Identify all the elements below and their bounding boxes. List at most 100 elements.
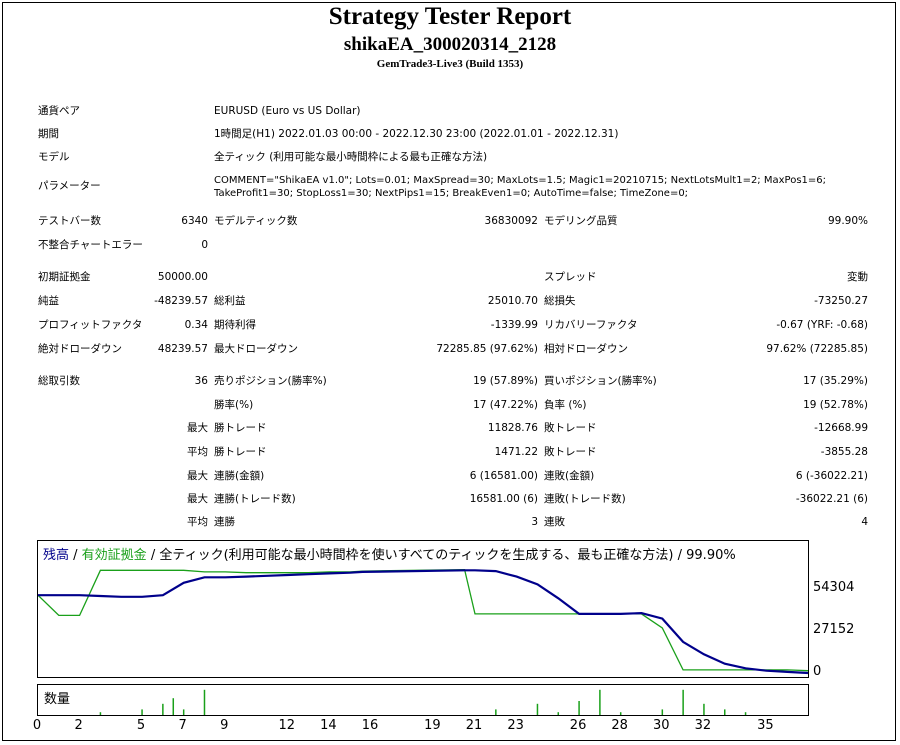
expected-payoff-value: -1339.99 bbox=[490, 319, 538, 331]
equity-line bbox=[38, 568, 808, 672]
x-tick-label: 16 bbox=[361, 718, 379, 733]
model-label: モデル bbox=[38, 151, 70, 163]
avg-win-value: 1471.22 bbox=[494, 446, 538, 458]
win-rate-value: 17 (47.22%) bbox=[473, 399, 538, 411]
report-subtitle: shikaEA_300020314_2128 bbox=[343, 34, 557, 55]
spread-label: スプレッド bbox=[544, 271, 597, 283]
max-win-label: 勝トレード bbox=[214, 422, 267, 434]
mismatch-label: 不整合チャートエラー bbox=[38, 239, 143, 251]
legend-equity: 有効証拠金 bbox=[81, 548, 147, 563]
gross-loss-value: -73250.27 bbox=[814, 295, 868, 307]
legend-sep-1: / bbox=[69, 548, 82, 563]
win-rate-label: 勝率(%) bbox=[214, 399, 254, 411]
recovery-factor-label: リカバリーファクタ bbox=[544, 319, 638, 331]
server-name: GemTrade3-Live3 (Build 1353) bbox=[376, 58, 524, 70]
x-tick-label: 30 bbox=[653, 718, 670, 733]
period-value: 1時間足(H1) 2022.01.03 00:00 - 2022.12.30 2… bbox=[214, 128, 619, 140]
avg-cons-win-label: 連勝 bbox=[214, 516, 235, 528]
x-tick-label: 7 bbox=[178, 718, 187, 733]
x-tick-label: 12 bbox=[278, 718, 295, 733]
y-tick-label: 54304 bbox=[813, 579, 855, 595]
abs-drawdown-label: 絶対ドローダウン bbox=[38, 343, 122, 355]
volume-label: 数量 bbox=[44, 692, 71, 707]
volume-chart: 数量 bbox=[37, 684, 809, 716]
y-tick-label: 27152 bbox=[813, 621, 855, 637]
symbol-value: EURUSD (Euro vs US Dollar) bbox=[214, 105, 361, 117]
bars-value: 6340 bbox=[181, 215, 208, 227]
avg-cons-win-value: 3 bbox=[531, 516, 538, 528]
x-tick-label: 32 bbox=[694, 718, 712, 733]
cons-win-count-label: 連勝(トレード数) bbox=[214, 493, 296, 505]
period-label: 期間 bbox=[38, 128, 59, 140]
cons-loss-count-label: 連敗(トレード数) bbox=[544, 493, 626, 505]
gross-profit-value: 25010.70 bbox=[487, 295, 538, 307]
total-trades-label: 総取引数 bbox=[38, 375, 80, 387]
net-profit-label: 純益 bbox=[38, 295, 59, 307]
y-tick-label: 0 bbox=[813, 664, 822, 679]
avg-loss-value: -3855.28 bbox=[820, 446, 868, 458]
quality-label: モデリング品質 bbox=[544, 215, 618, 227]
net-profit-value: -48239.57 bbox=[154, 295, 208, 307]
x-tick-label: 0 bbox=[32, 718, 42, 733]
x-tick-label: 28 bbox=[611, 718, 628, 733]
short-positions-label: 売りポジション(勝率%) bbox=[214, 375, 327, 387]
legend-model: 全ティック(利用可能な最小時間枠を使いすべてのティックを生成する、最も正確な方法… bbox=[159, 548, 736, 563]
x-tick-label: 21 bbox=[465, 718, 483, 733]
recovery-factor-value: -0.67 (YRF: -0.68) bbox=[776, 319, 868, 331]
x-tick-label: 19 bbox=[424, 718, 441, 733]
model-value: 全ティック (利用可能な最小時間枠による最も正確な方法) bbox=[214, 151, 488, 163]
profit-factor-value: 0.34 bbox=[184, 319, 208, 331]
x-tick-label: 2 bbox=[74, 718, 83, 733]
balance-chart bbox=[37, 540, 809, 678]
parameters-value: COMMENT="ShikaEA v1.0"; Lots=0.01; MaxSp… bbox=[214, 175, 827, 186]
cons-loss-money-value: 6 (-36022.21) bbox=[795, 470, 868, 482]
expected-payoff-label: 期待利得 bbox=[214, 319, 256, 331]
max-word: 最大 bbox=[187, 422, 208, 434]
deposit-value: 50000.00 bbox=[157, 271, 208, 283]
ticks-value: 36830092 bbox=[484, 215, 538, 227]
long-positions-label: 買いポジション(勝率%) bbox=[544, 375, 657, 387]
x-tick-label: 9 bbox=[220, 718, 229, 733]
balance-line bbox=[38, 569, 808, 675]
x-tick-label: 26 bbox=[569, 718, 587, 733]
cons-win-count-value: 16581.00 (6) bbox=[469, 493, 538, 505]
cons-win-money-label: 連勝(金額) bbox=[214, 470, 265, 482]
mismatch-value: 0 bbox=[201, 239, 208, 251]
avg-word: 平均 bbox=[187, 446, 208, 458]
x-tick-label: 5 bbox=[136, 718, 146, 733]
volume-plot bbox=[99, 689, 747, 715]
avg-word-2: 平均 bbox=[187, 516, 208, 528]
loss-rate-value: 19 (52.78%) bbox=[803, 399, 868, 411]
max-win-value: 11828.76 bbox=[487, 422, 538, 434]
total-trades-value: 36 bbox=[194, 375, 208, 387]
balance-chart-plot bbox=[38, 568, 808, 675]
avg-win-label: 勝トレード bbox=[214, 446, 267, 458]
max-word-2: 最大 bbox=[187, 470, 208, 482]
abs-drawdown-value: 48239.57 bbox=[157, 343, 208, 355]
cons-loss-count-value: -36022.21 (6) bbox=[795, 493, 868, 505]
rel-drawdown-label: 相対ドローダウン bbox=[544, 343, 628, 355]
bars-label: テストバー数 bbox=[38, 215, 101, 227]
long-positions-value: 17 (35.29%) bbox=[803, 375, 868, 387]
gross-loss-label: 総損失 bbox=[544, 295, 576, 307]
parameters-label: パラメーター bbox=[38, 180, 101, 192]
max-loss-label: 敗トレード bbox=[544, 422, 597, 434]
x-tick-label: 23 bbox=[507, 718, 524, 733]
avg-cons-loss-value: 4 bbox=[861, 516, 868, 528]
symbol-label: 通貨ペア bbox=[38, 105, 80, 117]
spread-value: 変動 bbox=[847, 271, 868, 283]
legend-balance: 残高 bbox=[43, 548, 70, 563]
quality-value: 99.90% bbox=[827, 215, 868, 227]
cons-loss-money-label: 連敗(金額) bbox=[544, 470, 595, 482]
max-loss-value: -12668.99 bbox=[814, 422, 868, 434]
loss-rate-label: 負率 (%) bbox=[544, 399, 587, 411]
gross-profit-label: 総利益 bbox=[214, 295, 246, 307]
deposit-label: 初期証拠金 bbox=[38, 271, 91, 283]
parameters-value-2: TakeProfit1=30; StopLoss1=30; NextPips1=… bbox=[214, 188, 689, 199]
avg-loss-label: 敗トレード bbox=[544, 446, 597, 458]
profit-factor-label: プロフィットファクタ bbox=[38, 319, 143, 331]
short-positions-value: 19 (57.89%) bbox=[473, 375, 538, 387]
chart-legend: 残高 / 有効証拠金 / 全ティック(利用可能な最小時間枠を使いすべてのティック… bbox=[43, 544, 736, 563]
cons-win-money-value: 6 (16581.00) bbox=[469, 470, 538, 482]
